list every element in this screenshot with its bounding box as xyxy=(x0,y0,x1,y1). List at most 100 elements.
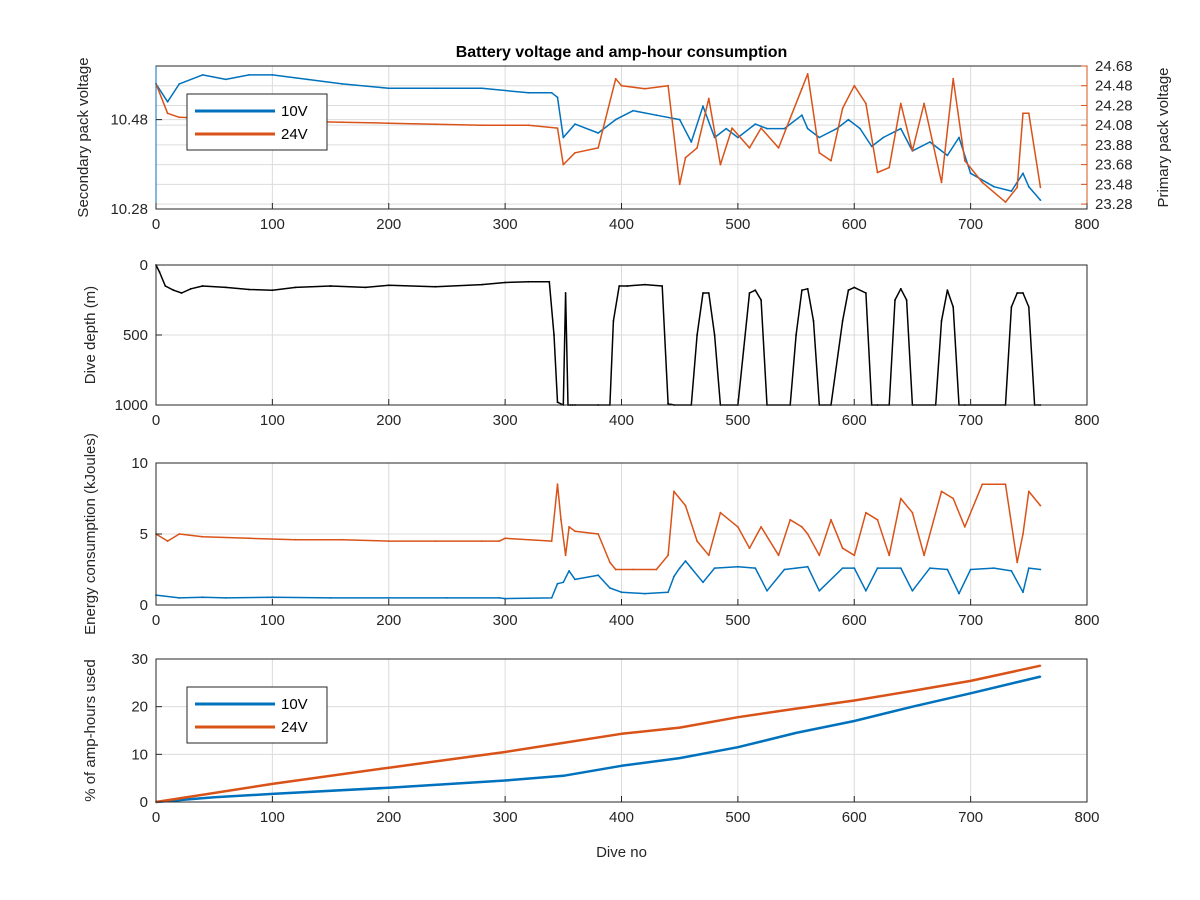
data-point xyxy=(1039,664,1042,667)
x-tick-label: 700 xyxy=(958,412,983,429)
data-point xyxy=(618,285,621,287)
data-point xyxy=(1022,292,1024,294)
data-point xyxy=(748,147,751,149)
y-right-axis-label: Primary pack voltage xyxy=(1155,67,1172,207)
data-point xyxy=(574,530,576,533)
data-point xyxy=(737,136,739,139)
x-tick-label: 200 xyxy=(376,612,401,629)
data-point xyxy=(224,597,227,599)
data-point xyxy=(853,720,856,722)
data-point xyxy=(963,159,966,162)
data-point xyxy=(806,73,809,75)
data-point xyxy=(504,281,506,284)
data-point xyxy=(550,540,553,542)
data-point xyxy=(766,589,768,592)
x-tick-label: 500 xyxy=(725,612,750,629)
data-point xyxy=(556,96,559,99)
series-line-10v xyxy=(155,675,1041,804)
data-point xyxy=(1010,570,1013,572)
data-point xyxy=(329,285,332,287)
data-point xyxy=(853,84,856,87)
y-tick-label: 0 xyxy=(140,794,148,811)
data-point xyxy=(560,518,562,521)
data-point xyxy=(760,526,762,528)
y-axis-label: Secondary pack voltage xyxy=(75,57,92,217)
data-point xyxy=(853,286,856,289)
y-tick-label: 10.28 xyxy=(110,201,148,218)
legend-box xyxy=(186,93,328,151)
series-line-24v xyxy=(155,483,1041,571)
data-point xyxy=(870,145,873,148)
data-point xyxy=(783,568,786,571)
data-point xyxy=(678,567,681,569)
data-point xyxy=(702,105,704,108)
data-point xyxy=(707,97,710,100)
data-point xyxy=(981,181,984,184)
panel-3 xyxy=(155,462,1088,606)
data-point xyxy=(562,774,565,777)
y-tick-label: 10.48 xyxy=(110,112,148,129)
data-point xyxy=(801,526,803,528)
panel-2 xyxy=(155,264,1088,406)
data-point xyxy=(480,124,483,127)
data-point xyxy=(178,533,181,535)
data-point xyxy=(713,567,716,569)
data-point xyxy=(550,597,553,599)
data-point xyxy=(1016,561,1019,564)
series-line-24v xyxy=(155,73,1042,203)
data-point xyxy=(158,271,161,273)
data-point xyxy=(562,163,565,166)
data-point xyxy=(707,292,710,294)
data-point xyxy=(684,504,687,507)
data-point xyxy=(632,109,634,112)
data-point xyxy=(678,183,681,186)
data-point xyxy=(498,597,501,599)
data-point xyxy=(725,127,728,130)
data-point xyxy=(882,136,885,139)
data-point xyxy=(690,567,693,569)
data-point xyxy=(923,102,925,105)
data-point xyxy=(201,285,204,287)
data-point xyxy=(527,124,530,127)
y-tick-label: 5 xyxy=(140,526,148,543)
x-tick-label: 600 xyxy=(842,216,867,233)
x-tick-label: 200 xyxy=(376,809,401,826)
y-axis-label: % of amp-hours used xyxy=(82,659,99,802)
data-point xyxy=(696,147,698,149)
data-point xyxy=(178,116,181,119)
data-point xyxy=(847,118,850,121)
data-point xyxy=(841,567,844,569)
data-point xyxy=(667,591,669,594)
data-point xyxy=(847,289,850,292)
data-point xyxy=(806,565,809,568)
x-axis-label: Dive no xyxy=(596,844,647,861)
data-point xyxy=(387,284,390,287)
data-point xyxy=(958,136,960,139)
data-point xyxy=(632,568,634,571)
x-tick-label: 100 xyxy=(260,412,285,429)
data-point xyxy=(480,540,483,542)
y-right-tick-label: 24.68 xyxy=(1095,58,1133,75)
y-right-tick-label: 24.28 xyxy=(1095,97,1133,114)
chart-title: Battery voltage and amp-hour consumption xyxy=(456,44,788,61)
data-point xyxy=(1039,568,1042,571)
data-point xyxy=(678,118,681,121)
data-point xyxy=(899,567,902,569)
data-point xyxy=(888,166,891,169)
data-point xyxy=(853,567,856,569)
data-point xyxy=(835,127,838,130)
data-point xyxy=(952,306,955,308)
y-tick-label: 1000 xyxy=(115,397,148,414)
x-tick-label: 400 xyxy=(609,216,634,233)
data-point xyxy=(556,127,559,129)
data-point xyxy=(1027,112,1030,115)
data-point xyxy=(818,136,821,139)
data-point xyxy=(166,112,169,115)
data-point xyxy=(1027,490,1030,493)
x-tick-label: 500 xyxy=(725,216,750,233)
data-point xyxy=(899,127,902,130)
data-point xyxy=(888,554,891,557)
data-point xyxy=(364,286,367,289)
